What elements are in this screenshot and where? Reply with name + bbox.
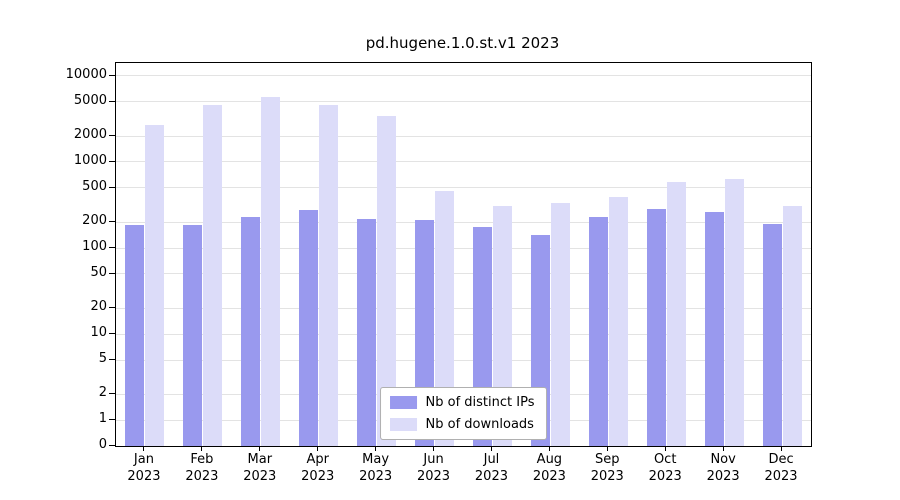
- y-tick-mark: [109, 74, 115, 76]
- legend-label-distinct-ips: Nb of distinct IPs: [425, 395, 535, 410]
- bar-downloads: [608, 197, 628, 446]
- y-tick-mark: [109, 393, 115, 395]
- bar-downloads: [319, 104, 339, 446]
- legend-swatch-distinct-ips: [389, 396, 417, 409]
- y-tick-label: 100: [82, 239, 107, 255]
- y-tick-label: 5000: [73, 92, 107, 108]
- x-tick-label: Apr 2023: [301, 452, 335, 484]
- y-tick-mark: [109, 307, 115, 309]
- bar-distinct-ips: [762, 224, 782, 446]
- x-tick-mark: [259, 446, 261, 451]
- y-tick-label: 0: [98, 437, 107, 452]
- y-tick-mark: [109, 272, 115, 274]
- x-tick-label: Mar 2023: [243, 452, 277, 484]
- y-gridline: [116, 307, 811, 309]
- bar-distinct-ips: [704, 211, 724, 446]
- legend: Nb of distinct IPs Nb of downloads: [379, 387, 548, 440]
- y-tick-mark: [109, 247, 115, 249]
- legend-item-downloads: Nb of downloads: [389, 417, 535, 432]
- plot-area: Nb of distinct IPs Nb of downloads: [115, 62, 812, 447]
- bar-downloads: [550, 203, 570, 446]
- chart-title: pd.hugene.1.0.st.v1 2023: [365, 34, 560, 52]
- y-tick-label: 1: [98, 411, 107, 427]
- x-tick-mark: [143, 446, 145, 451]
- x-tick-label: May 2023: [359, 452, 393, 484]
- bar-downloads: [666, 182, 686, 446]
- legend-swatch-downloads: [389, 418, 417, 431]
- y-tick-label: 500: [82, 178, 107, 194]
- y-tick-label: 5: [98, 351, 107, 367]
- x-tick-label: Feb 2023: [185, 452, 219, 484]
- y-gridline: [116, 333, 811, 335]
- y-tick-label: 50: [90, 264, 107, 280]
- bar-downloads: [782, 205, 802, 446]
- y-tick-mark: [109, 359, 115, 361]
- x-tick-label: Jun 2023: [416, 452, 451, 484]
- bar-distinct-ips: [183, 225, 203, 446]
- x-tick-label: Sep 2023: [590, 452, 624, 484]
- bar-downloads: [377, 116, 397, 446]
- bar-distinct-ips: [241, 216, 261, 446]
- y-tick-mark: [109, 186, 115, 188]
- x-tick-label: Jul 2023: [474, 452, 508, 484]
- y-gridline: [116, 247, 811, 249]
- x-tick-label: Jan 2023: [127, 452, 161, 484]
- bar-distinct-ips: [299, 209, 319, 446]
- x-tick-mark: [317, 446, 319, 451]
- legend-label-downloads: Nb of downloads: [425, 417, 534, 432]
- y-tick-mark: [109, 160, 115, 162]
- y-gridline: [116, 135, 811, 137]
- y-gridline: [116, 161, 811, 163]
- x-tick-mark: [490, 446, 492, 451]
- y-gridline: [116, 75, 811, 77]
- bar-downloads: [724, 179, 744, 446]
- y-gridline: [116, 221, 811, 223]
- y-tick-label: 200: [82, 213, 107, 229]
- y-tick-label: 10000: [65, 66, 107, 82]
- bar-downloads: [435, 191, 455, 446]
- y-gridline: [116, 187, 811, 189]
- bar-downloads: [261, 96, 281, 446]
- x-tick-mark: [606, 446, 608, 451]
- bar-downloads: [145, 124, 165, 446]
- x-tick-mark: [548, 446, 550, 451]
- y-tick-mark: [109, 419, 115, 421]
- x-tick-mark: [433, 446, 435, 451]
- bar-downloads: [492, 205, 512, 446]
- bar-distinct-ips: [588, 216, 608, 446]
- y-tick-mark: [109, 135, 115, 137]
- y-gridline: [116, 359, 811, 361]
- y-tick-mark: [109, 100, 115, 102]
- x-tick-mark: [664, 446, 666, 451]
- y-tick-mark: [109, 333, 115, 335]
- y-tick-label: 20: [90, 299, 107, 315]
- x-tick-label: Nov 2023: [706, 452, 740, 484]
- y-tick-label: 10: [90, 325, 107, 341]
- legend-item-distinct-ips: Nb of distinct IPs: [389, 395, 535, 410]
- x-tick-mark: [375, 446, 377, 451]
- y-tick-mark: [109, 445, 115, 446]
- x-tick-mark: [722, 446, 724, 451]
- y-tick-label: 1000: [73, 152, 107, 168]
- bar-downloads: [203, 104, 223, 446]
- y-tick-label: 2: [98, 385, 107, 401]
- bar-distinct-ips: [357, 218, 377, 446]
- y-gridline: [116, 273, 811, 275]
- bar-distinct-ips: [125, 225, 145, 446]
- x-tick-label: Aug 2023: [532, 452, 566, 484]
- bar-distinct-ips: [646, 208, 666, 446]
- y-gridline: [116, 101, 811, 103]
- y-tick-mark: [109, 221, 115, 223]
- y-tick-label: 2000: [73, 127, 107, 143]
- x-tick-label: Oct 2023: [648, 452, 682, 484]
- x-tick-mark: [780, 446, 782, 451]
- x-tick-label: Dec 2023: [764, 452, 798, 484]
- x-tick-mark: [201, 446, 203, 451]
